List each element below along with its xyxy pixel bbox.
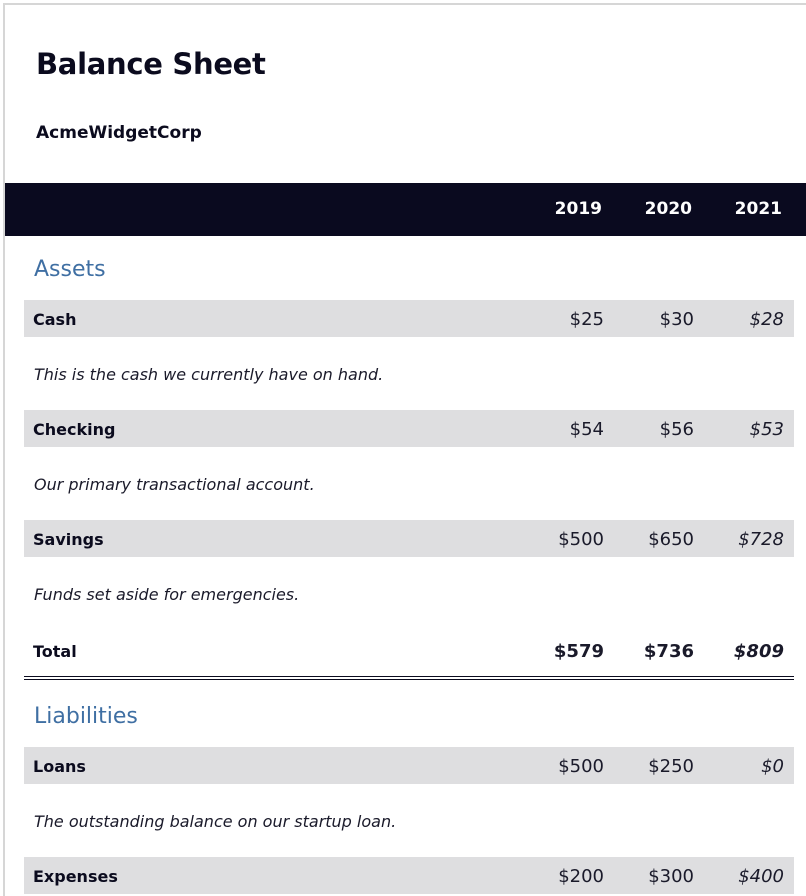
- page-title: Balance Sheet: [36, 47, 266, 81]
- table-row-expenses: Expenses $200 $300 $400: [24, 857, 794, 894]
- cell-2021: $809: [733, 641, 784, 662]
- row-label: Checking: [33, 420, 116, 439]
- row-label: Loans: [33, 757, 86, 776]
- cell-2019: $25: [569, 309, 604, 330]
- cell-2019: $54: [569, 419, 604, 440]
- cell-2021: $0: [761, 756, 784, 777]
- year-header-row: 2019 2020 2021: [5, 183, 806, 236]
- row-label: Cash: [33, 310, 77, 329]
- section-title-liabilities: Liabilities: [34, 704, 138, 729]
- cell-2021: $400: [738, 866, 784, 887]
- cell-2020: $650: [648, 529, 694, 550]
- row-label: Savings: [33, 530, 104, 549]
- year-header-2021: 2021: [734, 199, 782, 219]
- company-name: AcmeWidgetCorp: [36, 123, 202, 143]
- cell-2021: $728: [738, 529, 784, 550]
- cell-2020: $300: [648, 866, 694, 887]
- cell-2019: $500: [558, 529, 604, 550]
- cell-2021: $28: [749, 309, 784, 330]
- cell-2020: $30: [659, 309, 694, 330]
- row-label: Expenses: [33, 867, 118, 886]
- cell-2019: $200: [558, 866, 604, 887]
- row-note-loans: The outstanding balance on our startup l…: [34, 812, 397, 831]
- year-header-2020: 2020: [644, 199, 692, 219]
- cell-2020: $250: [648, 756, 694, 777]
- cell-2020: $56: [659, 419, 694, 440]
- table-row-savings: Savings $500 $650 $728: [24, 520, 794, 557]
- cell-2019: $579: [553, 641, 604, 662]
- cell-2020: $736: [643, 641, 694, 662]
- row-note-savings: Funds set aside for emergencies.: [34, 585, 300, 604]
- section-title-assets: Assets: [34, 257, 106, 282]
- year-header-2019: 2019: [554, 199, 602, 219]
- row-label: Total: [33, 642, 77, 661]
- cell-2021: $53: [749, 419, 784, 440]
- row-note-checking: Our primary transactional account.: [34, 475, 315, 494]
- row-note-cash: This is the cash we currently have on ha…: [34, 365, 384, 384]
- table-row-total: Total $579 $736 $809: [24, 632, 794, 680]
- table-row-cash: Cash $25 $30 $28: [24, 300, 794, 337]
- cell-2019: $500: [558, 756, 604, 777]
- balance-sheet-document: Balance Sheet AcmeWidgetCorp 2019 2020 2…: [3, 3, 806, 896]
- table-row-checking: Checking $54 $56 $53: [24, 410, 794, 447]
- table-row-loans: Loans $500 $250 $0: [24, 747, 794, 784]
